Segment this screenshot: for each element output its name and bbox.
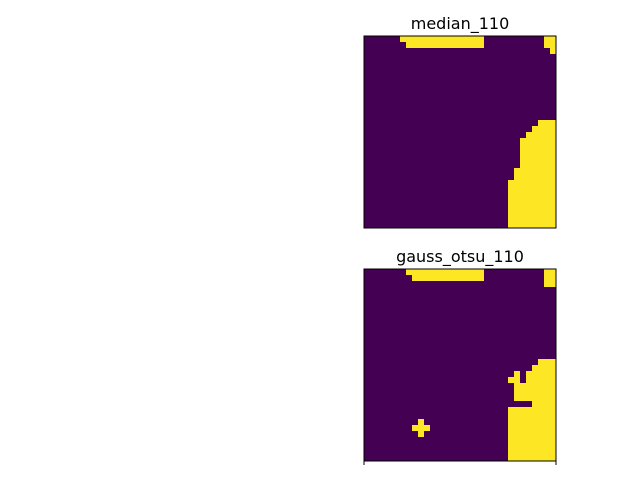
heatmap-cell-run [508,192,556,198]
gauss-otsu-panel-title: gauss_otsu_110 [396,247,524,267]
heatmap-cell-run [508,449,556,455]
heatmap-cell-run [532,126,556,132]
heatmap-cell-run [514,383,526,389]
heatmap-cell-run [508,455,556,461]
heatmap-cell-run [406,269,484,275]
gauss-otsu-panel: gauss_otsu_110 [363,247,557,465]
heatmap-cell-run [508,419,556,425]
heatmap-cell-run [532,395,556,401]
gauss-otsu-heatmap [364,269,556,461]
heatmap-cell-run [526,377,556,383]
heatmap-cell-run [514,174,556,180]
heatmap-cell-run [544,275,556,281]
heatmap-cell-run [520,150,556,156]
heatmap-cell-run [544,42,556,48]
heatmap-cell-run [520,156,556,162]
median-axes-frame [363,35,557,229]
heatmap-cell-run [520,138,556,144]
heatmap-cell-run [508,437,556,443]
heatmap-cell-run [532,389,556,395]
heatmap-cell-run [532,401,556,407]
heatmap-cell-run [550,48,556,54]
heatmap-cell-run [508,443,556,449]
heatmap-cell-run [508,407,556,413]
heatmap-cell-run [508,216,556,222]
heatmap-cell-run [514,389,532,395]
heatmap-cell-run [514,168,556,174]
heatmap-cell-run [520,144,556,150]
heatmap-cell-run [508,186,556,192]
median-heatmap [364,36,556,228]
heatmap-cell-run [508,180,556,186]
heatmap-cell-run [508,377,520,383]
heatmap-cell-run [514,395,532,401]
heatmap-cell-run [544,269,556,275]
heatmap-cell-run [508,413,556,419]
heatmap-cell-run [526,383,556,389]
heatmap-cell-run [508,210,556,216]
heatmap-cell-run [412,275,484,281]
heatmap-cell-run [538,359,556,365]
heatmap-cell-run [508,431,556,437]
heatmap-cell-run [544,281,556,287]
gauss-otsu-axes-frame [363,268,557,462]
heatmap-cell-run [406,42,484,48]
heatmap-cell-run [508,222,556,228]
heatmap-cell-run [418,419,424,425]
heatmap-cell-run [508,198,556,204]
heatmap-cell-run [508,425,556,431]
heatmap-cell-run [526,371,556,377]
median-panel: median_110 [363,14,557,229]
heatmap-cell-run [538,120,556,126]
heatmap-cell-run [544,36,556,42]
heatmap-cell-run [418,431,424,437]
heatmap-cell-run [400,36,484,42]
median-panel-title: median_110 [411,14,510,34]
heatmap-cell-run [412,425,430,431]
heatmap-cell-run [532,365,556,371]
heatmap-cell-run [508,204,556,210]
heatmap-cell-run [514,371,520,377]
heatmap-cell-run [520,162,556,168]
heatmap-cell-run [526,132,556,138]
